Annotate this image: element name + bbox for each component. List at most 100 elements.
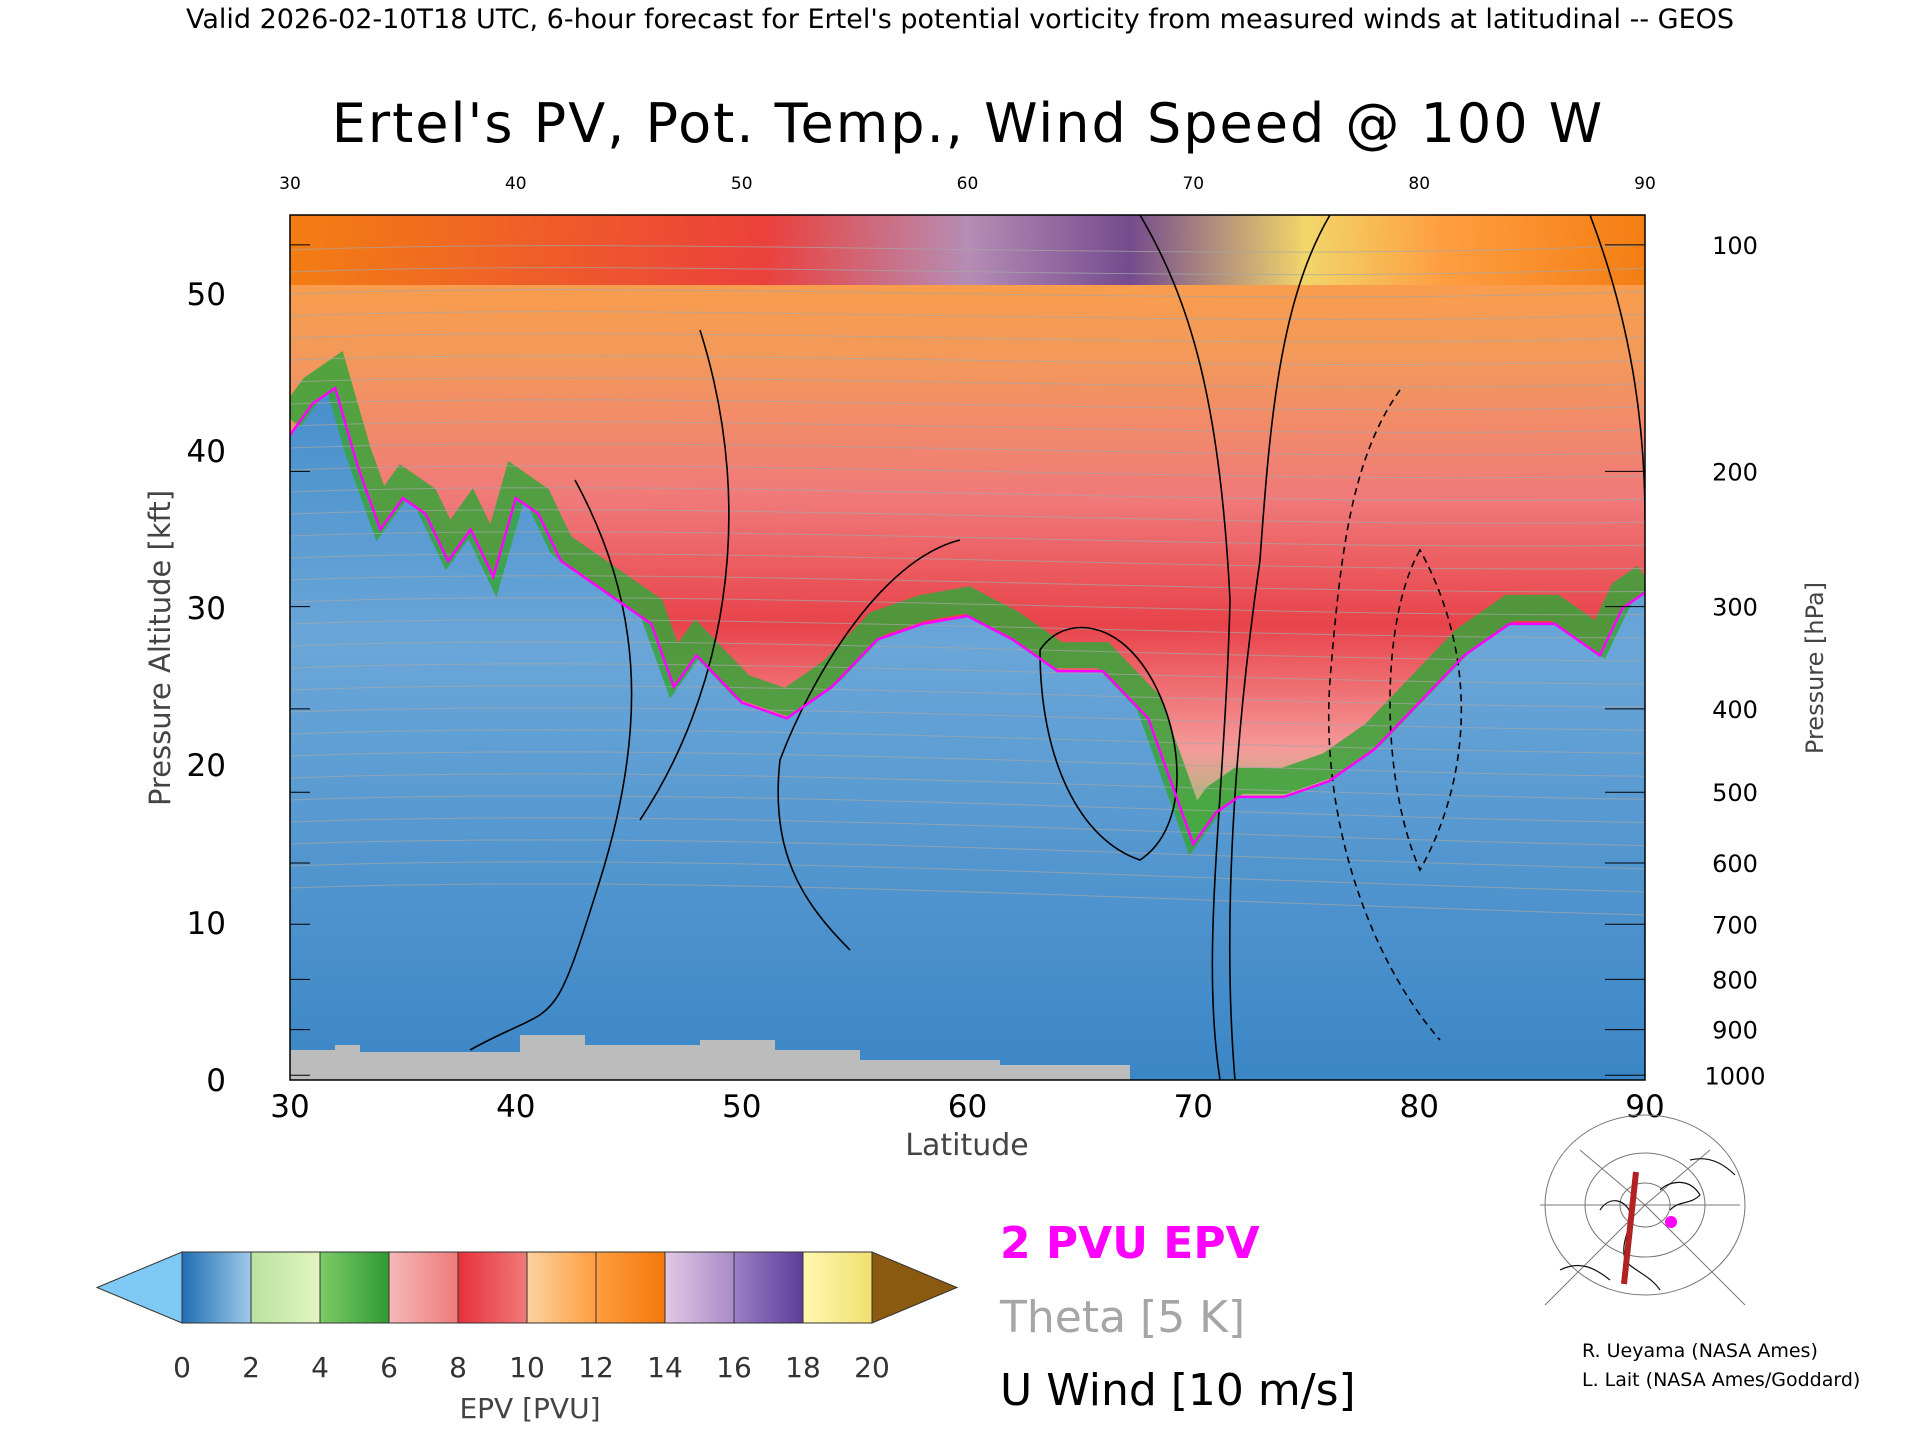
- colorbar-tick-label: 0: [173, 1351, 191, 1384]
- pressure-tick-label: 600: [1712, 850, 1758, 878]
- x-top-tick-label: 70: [1182, 174, 1204, 194]
- theta-contour: [290, 641, 1645, 662]
- colorbar-tick-label: 8: [449, 1351, 467, 1384]
- theta-contour: [290, 244, 1645, 253]
- inset-map-frame: [1540, 1150, 1740, 1305]
- colorbar-label: EPV [PVU]: [459, 1392, 600, 1425]
- pressure-tick-marks: [290, 244, 1645, 1076]
- pressure-tick-label: 800: [1712, 966, 1758, 994]
- x-top-tick-label: 90: [1634, 174, 1656, 194]
- theta-contour: [290, 707, 1645, 731]
- pressure-tick-label: 400: [1712, 696, 1758, 724]
- location-inset-map: [1540, 1114, 1746, 1306]
- theta-contour: [290, 575, 1645, 593]
- y-tick-label: 20: [187, 748, 226, 784]
- theta-contour: [290, 531, 1645, 547]
- pressure-tick-label: 200: [1712, 458, 1758, 486]
- u-wind-contour-dashed: [1327, 389, 1441, 1041]
- u-wind-contour-dashed: [1389, 548, 1463, 872]
- colorbar-tick-label: 14: [647, 1351, 683, 1384]
- colorbar-under-arrow: [95, 1251, 183, 1324]
- u-wind-contour: [1228, 215, 1331, 1080]
- legend-u-wind: U Wind [10 m/s]: [1000, 1365, 1356, 1416]
- header-text: Valid 2026-02-10T18 UTC, 6-hour forecast…: [186, 4, 1734, 35]
- theta-contour: [290, 817, 1645, 847]
- theta-contour: [290, 487, 1645, 501]
- theta-contour: [290, 861, 1645, 893]
- theta-contour: [290, 421, 1645, 433]
- colorbar-tick-label: 20: [854, 1351, 890, 1384]
- u-wind-contour: [1139, 215, 1231, 1080]
- u-wind-contour: [1039, 626, 1178, 861]
- x-tick-label: 70: [1174, 1089, 1213, 1125]
- colorbar-bin: [665, 1252, 734, 1323]
- x-axis-bottom: 30 40 50 60 70 80 90: [270, 1089, 1664, 1125]
- x-top-tick-label: 80: [1408, 174, 1430, 194]
- u-wind-contour: [469, 479, 633, 1051]
- y-axis-left: 0 10 20 30 40 50: [187, 277, 226, 1099]
- x-tick-label: 30: [270, 1089, 309, 1125]
- inset-location-marker: [1665, 1216, 1677, 1228]
- colorbar-tick-label: 12: [578, 1351, 614, 1384]
- colorbar-tick-label: 10: [509, 1351, 545, 1384]
- theta-contour: [290, 839, 1645, 870]
- pressure-tick-label: 300: [1712, 594, 1758, 622]
- colorbar-bin: [320, 1252, 389, 1323]
- theta-contour: [290, 465, 1645, 479]
- colorbar-tick-label: 6: [380, 1351, 398, 1384]
- stratosphere-band: [290, 215, 1645, 845]
- colorbar-bin: [389, 1252, 458, 1323]
- colorbar-bin: [527, 1252, 596, 1323]
- legend-theta: Theta [5 K]: [999, 1292, 1245, 1343]
- y-tick-label: 10: [187, 906, 226, 942]
- pressure-tick-label: 100: [1712, 232, 1758, 260]
- colorbar-over-arrow: [871, 1251, 959, 1324]
- theta-contour: [290, 267, 1645, 276]
- credit-line-2: L. Lait (NASA Ames/Goddard): [1582, 1369, 1860, 1391]
- theta-contour: [290, 619, 1645, 639]
- x-tick-label: 60: [948, 1089, 987, 1125]
- colorbar-frame: [181, 1251, 873, 1324]
- tropopause-2pvu-line: [290, 385, 1645, 847]
- theta-contour: [290, 597, 1645, 616]
- inset-cross-section-line: [1621, 1171, 1639, 1285]
- colorbar-tick-label: 2: [242, 1351, 260, 1384]
- y-tick-label: 50: [187, 277, 226, 313]
- theta-contour: [290, 311, 1645, 321]
- theta-contour: [290, 729, 1645, 754]
- pressure-tick-label: 1000: [1704, 1062, 1765, 1090]
- x-tick-label: 40: [496, 1089, 535, 1125]
- y-tick-label: 0: [206, 1063, 226, 1099]
- x-tick-label: 90: [1625, 1089, 1664, 1125]
- y-tick-label: 40: [187, 434, 226, 470]
- u-wind-contour: [1589, 215, 1645, 521]
- tropopause-green-band: [290, 350, 1645, 856]
- y-axis-right: 100 200 300 400 500 600 700 800 900 1000: [1704, 232, 1765, 1090]
- colorbar-tick-label: 4: [311, 1351, 329, 1384]
- theta-contour: [290, 333, 1645, 343]
- x-axis-label: Latitude: [905, 1128, 1028, 1163]
- credit-line-1: R. Ueyama (NASA Ames): [1582, 1340, 1818, 1362]
- theta-contour: [290, 685, 1645, 708]
- x-axis-top: 30 40 50 60 70 80 90: [279, 174, 1656, 194]
- colorbar-tick-label: 16: [716, 1351, 752, 1384]
- legend: 2 PVU EPV Theta [5 K] U Wind [10 m/s]: [999, 1218, 1356, 1416]
- colorbar-bin: [182, 1252, 251, 1323]
- plot-area: [290, 215, 1645, 1080]
- x-top-tick-label: 50: [731, 174, 753, 194]
- colorbar-tick-label: 18: [785, 1351, 821, 1384]
- theta-contour: [290, 663, 1645, 685]
- x-tick-label: 50: [722, 1089, 761, 1125]
- x-tick-label: 80: [1399, 1089, 1438, 1125]
- pressure-tick-label: 500: [1712, 779, 1758, 807]
- y-axis-right-label: Pressure [hPa]: [1801, 582, 1829, 754]
- u-wind-contour: [777, 539, 961, 951]
- y-axis-label: Pressure Altitude [kft]: [143, 490, 177, 806]
- u-wind-contours: [469, 215, 1645, 1080]
- colorbar-bin: [458, 1252, 527, 1323]
- theta-contour: [290, 443, 1645, 456]
- theta-contours: [290, 244, 1645, 916]
- pressure-tick-label: 700: [1712, 911, 1758, 939]
- x-top-tick-label: 30: [279, 174, 301, 194]
